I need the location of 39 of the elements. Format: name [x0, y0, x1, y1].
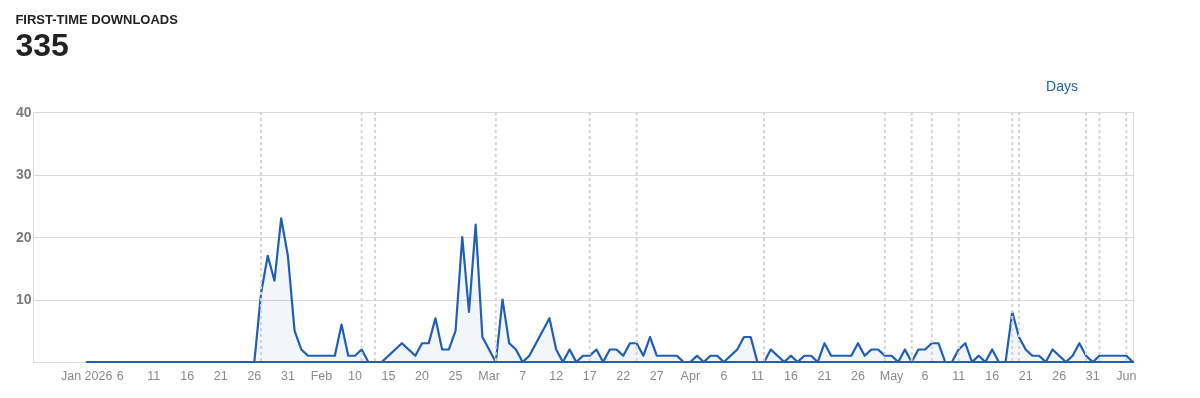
- x-tick-label: 25: [448, 369, 463, 383]
- x-tick-label: 21: [1018, 369, 1033, 383]
- chart-title: FIRST-TIME DOWNLOADS: [15, 12, 179, 27]
- x-tick-label: May: [879, 369, 905, 383]
- x-tick-label: 16: [180, 369, 195, 383]
- y-tick-label: 10: [15, 291, 32, 307]
- x-tick-label: 6: [921, 369, 929, 383]
- x-tick-label: 26: [851, 369, 865, 383]
- x-tick-label: 31: [1085, 369, 1100, 383]
- x-tick-label: 26: [247, 369, 262, 383]
- x-tick-label: 10: [348, 369, 362, 383]
- x-tick-label: 16: [985, 369, 1000, 383]
- x-tick-label: 11: [147, 369, 161, 383]
- x-tick-label: 17: [582, 369, 597, 383]
- x-tick-label: 6: [116, 369, 124, 383]
- x-tick-label: 7: [519, 369, 527, 383]
- x-tick-label: 15: [381, 369, 396, 383]
- x-tick-label: 26: [1052, 369, 1067, 383]
- x-tick-label: 20: [415, 369, 430, 383]
- x-tick-label: 11: [952, 369, 966, 383]
- y-tick-label: 20: [15, 228, 32, 245]
- x-tick-label: Apr: [680, 369, 701, 383]
- x-tick-label: 16: [783, 369, 798, 383]
- x-tick-label: 31: [280, 369, 295, 383]
- x-tick-label: 21: [817, 369, 832, 383]
- x-tick-label: Jun: [1116, 369, 1137, 383]
- y-tick-label: 30: [15, 166, 32, 182]
- x-tick-label: 22: [616, 369, 631, 383]
- x-tick-label: Mar: [478, 369, 500, 383]
- chart-subtitle: 335: [15, 27, 69, 63]
- x-tick-label: 12: [549, 369, 564, 383]
- x-tick-label: 11: [750, 369, 764, 383]
- text: Days: [1046, 78, 1078, 94]
- y-tick-label: 40: [15, 103, 32, 120]
- x-tick-label: 27: [649, 369, 664, 383]
- x-tick-label: 6: [720, 369, 728, 383]
- x-tick-label: Jan 2026: [60, 369, 113, 383]
- x-tick-label: Feb: [310, 369, 333, 383]
- x-tick-label: 21: [213, 369, 228, 383]
